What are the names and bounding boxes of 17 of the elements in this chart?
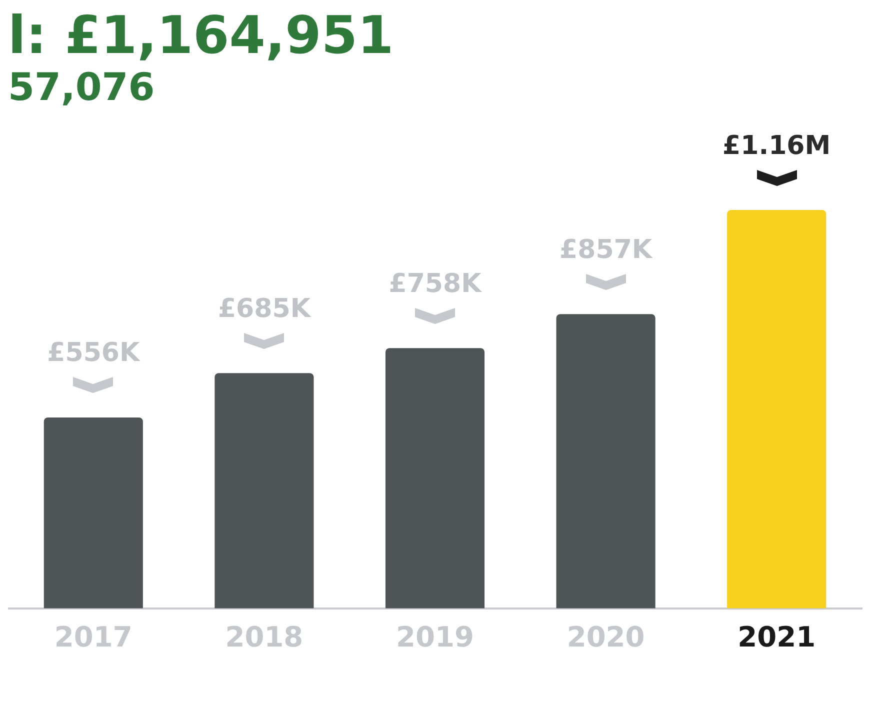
data-label: £685K bbox=[218, 294, 312, 324]
x-tick-label: 2017 bbox=[54, 620, 132, 654]
x-tick-label: 2018 bbox=[225, 620, 304, 654]
data-label: £1.16M bbox=[722, 130, 831, 161]
data-label: £758K bbox=[388, 268, 482, 299]
bar bbox=[44, 417, 143, 608]
bar bbox=[385, 348, 485, 608]
x-tick-label: 2020 bbox=[566, 620, 645, 654]
chart-subtitle: 57,076 bbox=[8, 64, 156, 110]
bar bbox=[556, 314, 656, 608]
data-label: £556K bbox=[47, 338, 141, 368]
bar bbox=[214, 373, 314, 608]
bar bbox=[727, 210, 826, 608]
data-label: £857K bbox=[560, 234, 653, 265]
x-tick-label: 2019 bbox=[396, 620, 474, 654]
x-tick-label: 2021 bbox=[738, 620, 816, 654]
chart-title: l: £1,164,951 bbox=[8, 6, 395, 66]
